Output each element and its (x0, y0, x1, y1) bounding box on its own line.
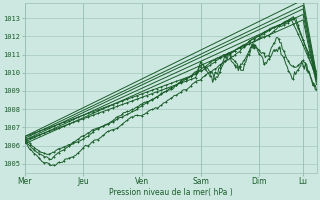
X-axis label: Pression niveau de la mer( hPa ): Pression niveau de la mer( hPa ) (109, 188, 232, 197)
